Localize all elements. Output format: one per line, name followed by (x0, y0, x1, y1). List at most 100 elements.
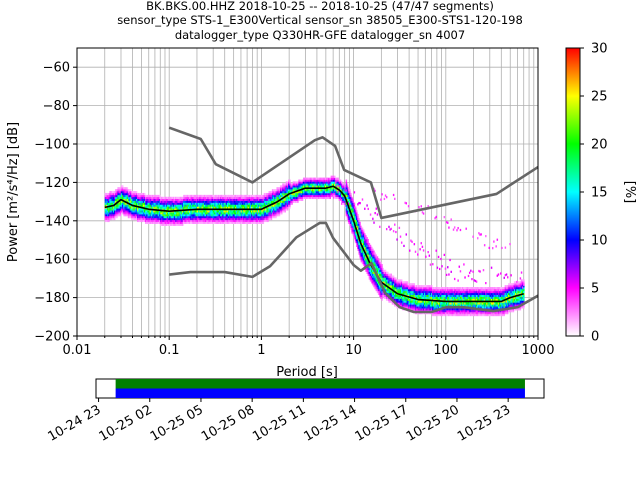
density-cell (234, 200, 237, 203)
density-cell (296, 185, 298, 188)
density-cell (475, 306, 478, 309)
density-cell (369, 248, 372, 251)
density-cell (240, 216, 243, 219)
density-cell (196, 204, 199, 207)
chart-title-line2: sensor_type STS-1_E300Vertical sensor_sn… (117, 13, 523, 27)
density-cell (360, 254, 363, 257)
density-cell (399, 235, 402, 238)
density-cell (112, 191, 115, 194)
density-cell (354, 240, 357, 244)
density-cell (450, 270, 452, 273)
density-cell (460, 302, 463, 305)
density-cell (442, 313, 444, 317)
density-cell (152, 198, 154, 201)
density-cell (161, 221, 163, 224)
density-cell (132, 202, 134, 205)
density-cell (369, 265, 372, 269)
density-cell (236, 204, 238, 207)
density-cell (238, 194, 240, 198)
density-cell (120, 194, 123, 198)
density-cell (279, 210, 282, 213)
density-cell (418, 296, 420, 299)
density-cell (109, 191, 111, 194)
density-cell (356, 219, 358, 223)
density-cell (234, 219, 237, 223)
density-cell (398, 279, 401, 282)
density-cell (468, 313, 471, 317)
density-cell (185, 217, 187, 221)
density-cell (154, 200, 156, 203)
density-cell (286, 198, 289, 201)
density-cell (105, 196, 108, 200)
density-cell (443, 310, 446, 313)
density-cell (200, 204, 202, 207)
density-cell (307, 185, 310, 188)
density-cell (279, 196, 282, 200)
density-cell (153, 206, 155, 209)
density-cell (301, 179, 304, 182)
density-cell (315, 179, 318, 182)
density-cell (441, 288, 443, 292)
density-cell (124, 204, 126, 207)
density-cell (183, 200, 185, 203)
density-cell (433, 288, 435, 292)
density-cell (478, 310, 480, 313)
density-cell (447, 313, 449, 317)
density-cell (251, 217, 253, 221)
density-cell (449, 258, 451, 262)
density-cell (238, 202, 240, 205)
density-cell (156, 200, 159, 203)
density-cell (432, 306, 434, 309)
density-cell (372, 283, 374, 286)
density-cell (217, 204, 220, 207)
density-cell (350, 192, 352, 196)
density-cell (315, 194, 318, 198)
density-cell (122, 208, 124, 211)
density-cell (434, 312, 436, 315)
density-cell (319, 179, 321, 182)
density-cell (389, 294, 391, 297)
density-cell (463, 263, 465, 266)
density-cell (112, 202, 115, 205)
density-cell (361, 252, 364, 255)
density-cell (154, 202, 156, 205)
density-cell (320, 179, 322, 182)
density-cell (370, 275, 373, 278)
density-cell (448, 273, 450, 276)
density-cell (314, 189, 316, 192)
density-cell (357, 203, 359, 206)
density-cell (220, 200, 222, 203)
density-cell (342, 194, 344, 198)
density-cell (405, 287, 408, 290)
density-cell (380, 262, 382, 265)
density-cell (237, 194, 239, 198)
density-cell (415, 285, 418, 288)
density-cell (237, 210, 239, 213)
density-cell (311, 183, 313, 186)
density-cell (248, 200, 251, 203)
density-cell (269, 212, 272, 215)
density-cell (362, 262, 365, 265)
density-cell (417, 285, 419, 288)
density-cell (380, 267, 382, 271)
density-cell (244, 217, 246, 221)
density-cell (181, 204, 184, 207)
density-cell (188, 202, 191, 205)
density-cell (440, 306, 442, 309)
density-cell (429, 304, 432, 307)
density-cell (407, 298, 410, 301)
density-cell (210, 196, 213, 200)
density-cell (225, 216, 228, 219)
density-cell (267, 200, 269, 203)
density-cell (176, 204, 178, 207)
density-cell (271, 216, 274, 219)
density-cell (203, 200, 206, 203)
density-cell (334, 179, 336, 182)
density-cell (345, 208, 348, 211)
density-cell (353, 233, 356, 236)
density-cell (241, 196, 244, 200)
density-cell (268, 200, 270, 203)
density-cell (170, 208, 172, 211)
density-cell (328, 187, 330, 190)
density-cell (444, 310, 447, 313)
